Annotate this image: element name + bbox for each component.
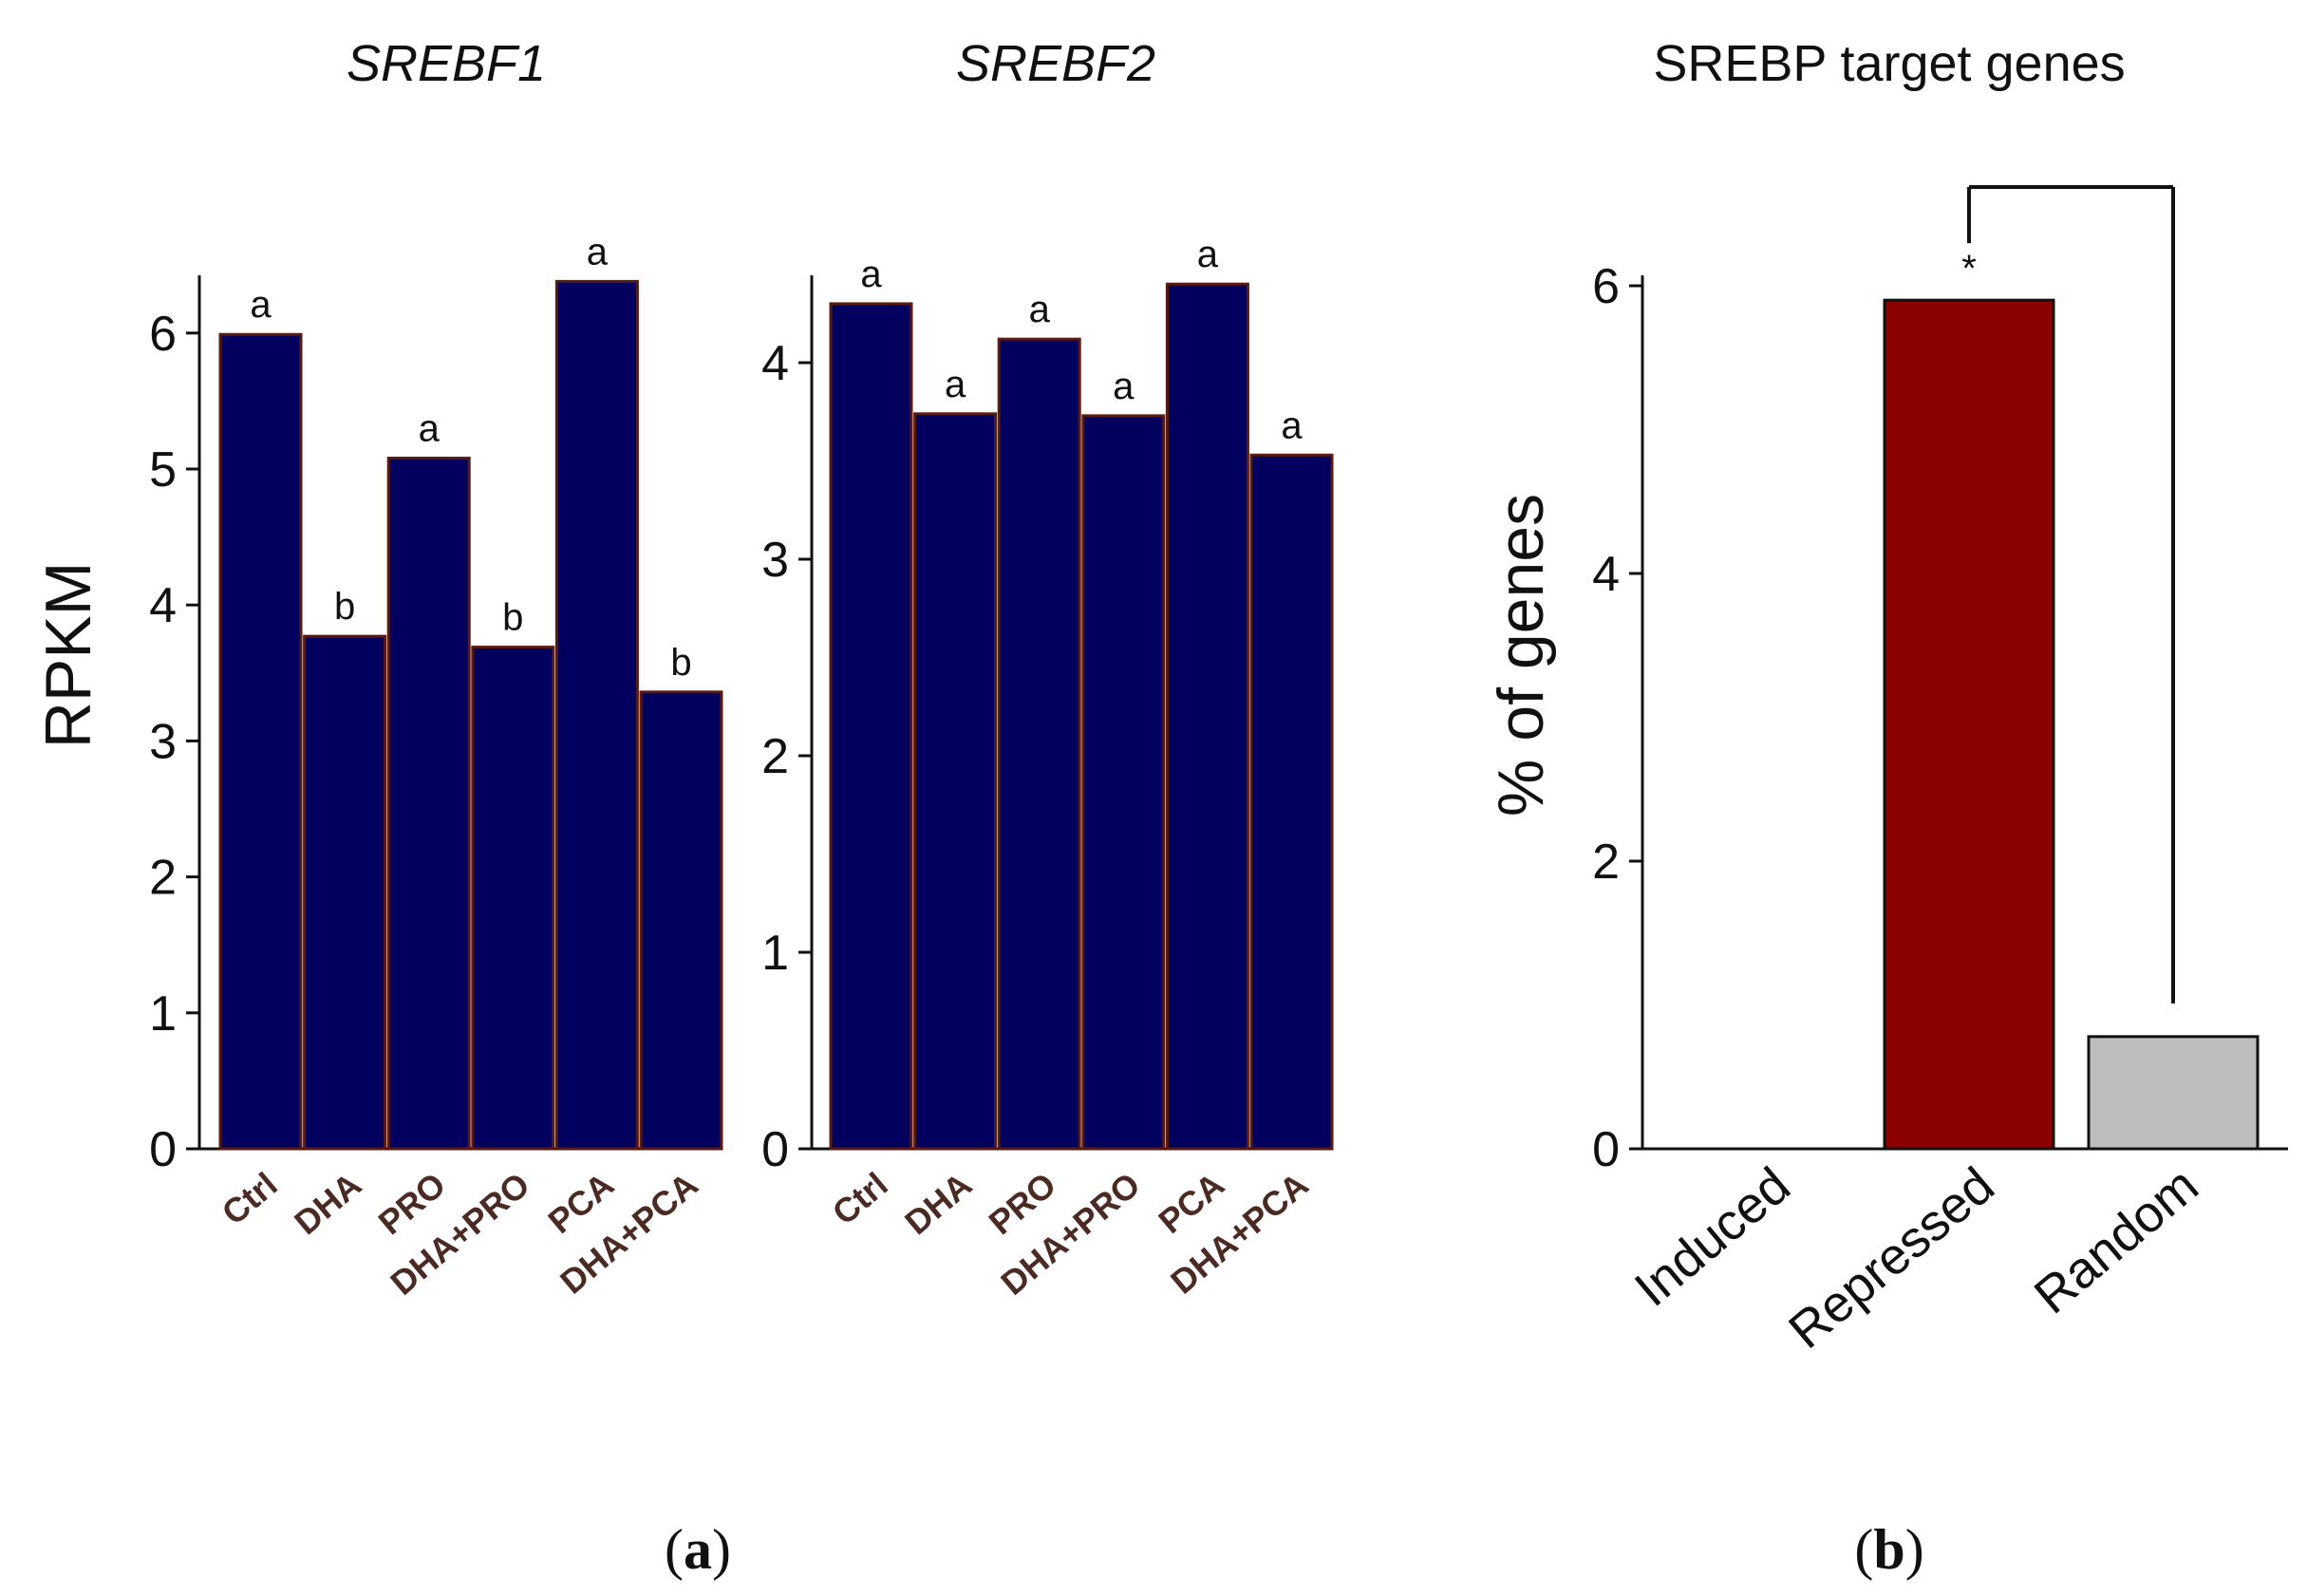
axes: 0 1 2 3 4 5 6 xyxy=(149,275,717,1177)
bar xyxy=(554,279,639,1151)
bar xyxy=(471,646,555,1151)
bar xyxy=(639,690,723,1151)
significance-letter: a xyxy=(1113,366,1135,407)
significance-letter: a xyxy=(1281,404,1303,446)
y-axis-title: RPKM xyxy=(32,562,104,748)
bar xyxy=(1249,453,1334,1151)
bar xyxy=(829,302,913,1151)
chart-title: SREBF1 xyxy=(347,35,546,92)
category-label: DHA xyxy=(897,1165,979,1243)
bar xyxy=(303,634,387,1151)
significance-letter: a xyxy=(1029,289,1051,330)
y-tick-label: 3 xyxy=(149,714,177,769)
bars xyxy=(218,279,723,1151)
bars xyxy=(1883,298,2260,1151)
bars xyxy=(829,282,1334,1151)
significance-letter: b xyxy=(334,586,355,628)
bar xyxy=(386,457,471,1151)
significance-letter: a xyxy=(250,284,272,326)
y-tick-label: 2 xyxy=(1592,835,1620,890)
panel-label-b: (b) xyxy=(1854,1518,1923,1581)
y-tick-label: 0 xyxy=(149,1122,177,1177)
y-tick-label: 5 xyxy=(149,442,177,498)
y-tick-label: 0 xyxy=(761,1122,789,1177)
category-label: Ctrl xyxy=(215,1165,285,1232)
category-label: Random xyxy=(2024,1156,2209,1324)
y-tick-label: 0 xyxy=(1592,1122,1620,1177)
y-tick-label: 2 xyxy=(149,851,177,906)
chart-srebp-target-genes: SREBP target genes % of genes 0 2 4 6 Induc… xyxy=(1485,35,2288,1360)
y-tick-label: 3 xyxy=(761,533,789,588)
y-tick-label: 6 xyxy=(149,307,177,362)
y-tick-label: 1 xyxy=(761,926,789,981)
category-label: DHA xyxy=(287,1165,368,1243)
significance-letter: b xyxy=(670,642,691,684)
significance-letter: a xyxy=(587,231,609,272)
significance-letter: a xyxy=(419,408,441,450)
bar xyxy=(997,337,1081,1151)
bar xyxy=(2087,1035,2260,1151)
bar xyxy=(1165,282,1249,1151)
y-tick-label: 1 xyxy=(149,986,177,1042)
category-label: Induced xyxy=(1624,1156,1801,1317)
y-axis-title: % of genes xyxy=(1485,494,1557,817)
chart-title: SREBP target genes xyxy=(1653,35,2125,92)
category-label: Ctrl xyxy=(825,1165,895,1232)
panel-label-a: (a) xyxy=(665,1518,731,1581)
significance-letter: a xyxy=(860,253,882,295)
significance-letter: a xyxy=(945,364,966,405)
y-tick-label: 2 xyxy=(761,729,789,784)
bar xyxy=(218,332,303,1151)
significance-marker: * xyxy=(1961,248,1977,290)
significance-letter: a xyxy=(1197,234,1219,275)
y-tick-label: 4 xyxy=(761,336,789,391)
bar xyxy=(1883,298,2055,1151)
chart-title: SREBF2 xyxy=(956,35,1155,92)
y-tick-label: 4 xyxy=(1592,547,1620,602)
y-tick-label: 6 xyxy=(1592,259,1620,314)
bar xyxy=(913,412,998,1151)
category-label: Repressed xyxy=(1778,1156,2005,1360)
y-tick-label: 4 xyxy=(149,578,177,633)
bar xyxy=(1081,414,1166,1151)
significance-letter: b xyxy=(502,597,523,639)
